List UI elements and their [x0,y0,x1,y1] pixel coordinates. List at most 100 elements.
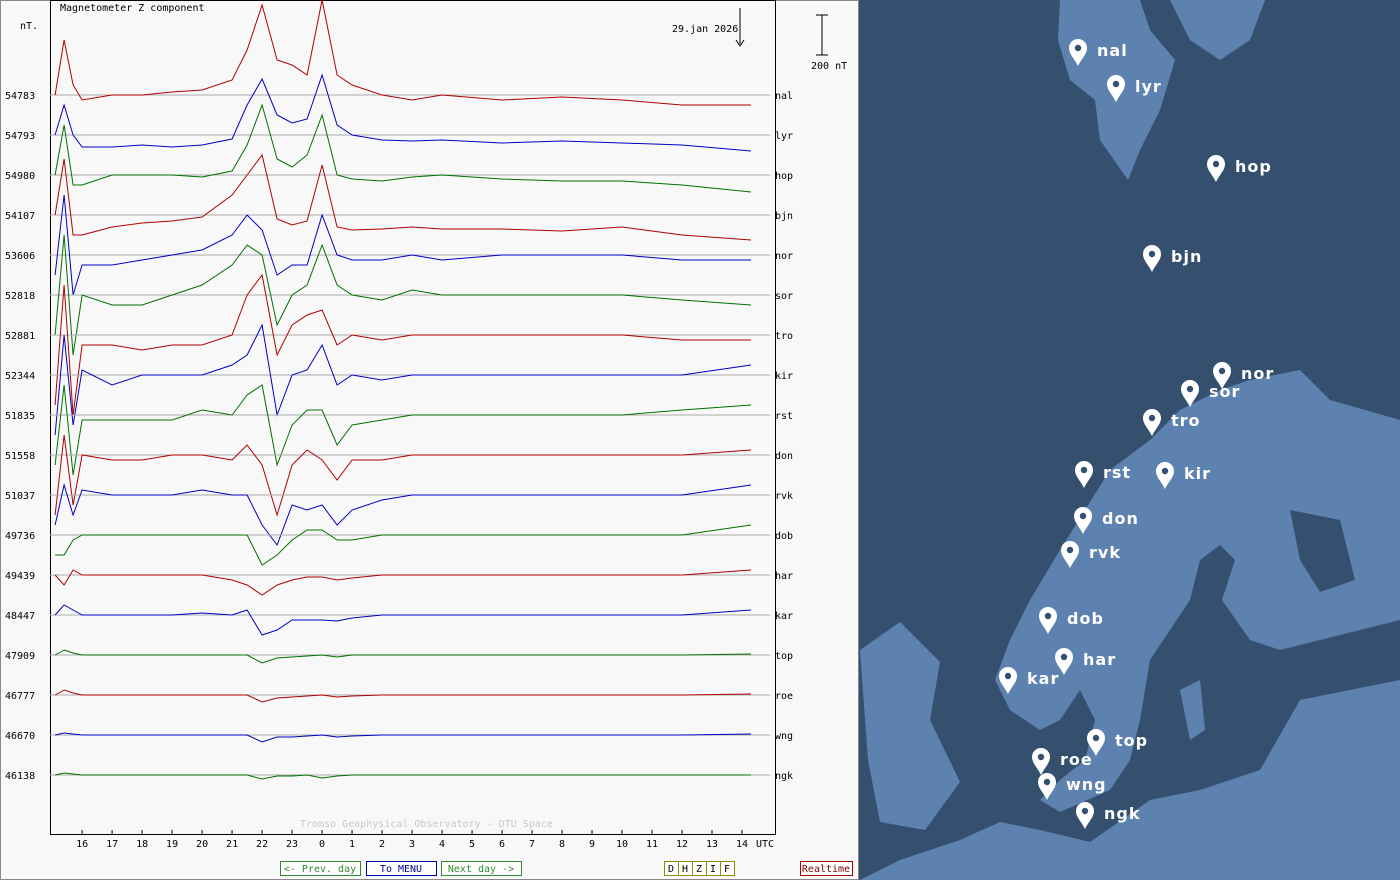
component-button-label[interactable]: I [710,864,716,875]
map-pin-label[interactable]: rst [1103,463,1131,482]
nav-button[interactable] [441,861,522,876]
map-pin[interactable] [1087,729,1105,756]
map-pin-label[interactable]: kar [1027,669,1059,688]
x-tick-label: 22 [256,839,268,850]
baseline-label: 49736 [5,531,35,542]
map-pin-label[interactable]: rvk [1089,543,1121,562]
nav-button-label[interactable]: <- Prev. day [284,864,356,875]
trace [54,384,752,476]
map-pin-label[interactable]: kir [1184,464,1211,483]
map-pin-label[interactable]: hop [1235,157,1272,176]
land [860,622,960,830]
baseline-label: 52881 [5,331,35,342]
map-pin[interactable] [1055,648,1073,675]
land [995,370,1400,812]
map-pin-dot [1060,653,1068,661]
component-button[interactable] [720,861,735,876]
map-pin[interactable] [1074,507,1092,534]
nav-button[interactable] [366,861,437,876]
x-tick-label: 0 [319,839,325,850]
x-tick-label: 2 [379,839,385,850]
realtime-button[interactable] [800,861,853,876]
baseline-label: 54783 [5,91,35,102]
x-unit: UTC [756,839,774,850]
map-pin[interactable] [1143,245,1161,272]
map-pin[interactable] [1207,155,1225,182]
component-button-label[interactable]: D [668,864,674,875]
credit: Tromso Geophysical Observatory - DTU Spa… [300,819,553,830]
map-pin[interactable] [1076,802,1094,829]
map-pin[interactable] [999,667,1017,694]
map-pin[interactable] [1156,462,1174,489]
station-label: nor [775,251,793,262]
x-tick-label: 20 [196,839,208,850]
map-pin[interactable] [1213,362,1231,389]
station-label: don [775,451,793,462]
land [1180,680,1205,740]
trace [54,483,752,547]
trace [54,772,751,780]
map-pin-label[interactable]: roe [1060,750,1093,769]
map-pin-dot [1218,367,1226,375]
station-label: hop [775,171,793,182]
station-label: dob [775,531,793,542]
map-pin[interactable] [1075,461,1093,488]
nav-button-label[interactable]: Next day -> [448,864,514,875]
trace [54,732,752,743]
map-pin-label[interactable]: dob [1067,609,1104,628]
station-label: har [775,571,793,582]
map-pin-label[interactable]: nor [1241,364,1274,383]
trace [54,434,752,517]
map-pin-label[interactable]: nal [1097,41,1128,60]
map-pin[interactable] [1032,748,1050,775]
map-pin-label[interactable]: bjn [1171,247,1202,266]
component-button-label[interactable]: F [724,864,730,875]
map-pin-label[interactable]: don [1102,509,1139,528]
x-tick-label: 21 [226,839,238,850]
date-arrow-head [735,39,745,47]
map-pin-dot [1079,512,1087,520]
trace [54,234,752,356]
component-button-label[interactable]: H [682,864,688,875]
map-pin-label[interactable]: har [1083,650,1116,669]
map-pin[interactable] [1069,39,1087,66]
baseline-label: 51558 [5,451,35,462]
station-label: kir [775,371,793,382]
map-pin-dot [1066,546,1074,554]
map-pin[interactable] [1107,75,1125,102]
map-pin-label[interactable]: lyr [1135,77,1162,96]
date: 29.jan 2026 [672,24,738,35]
x-tick-label: 7 [529,839,535,850]
map-pin[interactable] [1038,773,1056,800]
component-button-label[interactable]: Z [696,864,702,875]
realtime-button-label[interactable]: Realtime [802,864,850,875]
plot-frame [50,0,776,835]
nav-button-label[interactable]: To MENU [380,864,422,875]
station-label: rvk [775,491,793,502]
nav-button[interactable] [280,861,361,876]
baseline-label: 46138 [5,771,35,782]
x-tick-label: 17 [106,839,118,850]
baseline-label: 46777 [5,691,35,702]
baseline-label: 51037 [5,491,35,502]
map-pin[interactable] [1061,541,1079,568]
x-tick-label: 23 [286,839,298,850]
trace [54,323,752,436]
map-pin-label[interactable]: tro [1171,411,1201,430]
map-pin-dot [1186,385,1194,393]
map-pin-label[interactable]: wng [1066,775,1107,794]
map-pin-label[interactable]: sor [1209,382,1240,401]
baseline-label: 46670 [5,731,35,742]
map-pin[interactable] [1181,380,1199,407]
map-pin-label[interactable]: top [1115,731,1148,750]
map-pin-label[interactable]: ngk [1104,804,1140,823]
land [860,680,1400,880]
station-label: top [775,651,793,662]
map-pin-dot [1212,160,1220,168]
trace [54,273,751,416]
map [860,0,1400,880]
map-pin-dot [1074,44,1082,52]
map-pin[interactable] [1039,607,1057,634]
map-pin[interactable] [1143,409,1161,436]
